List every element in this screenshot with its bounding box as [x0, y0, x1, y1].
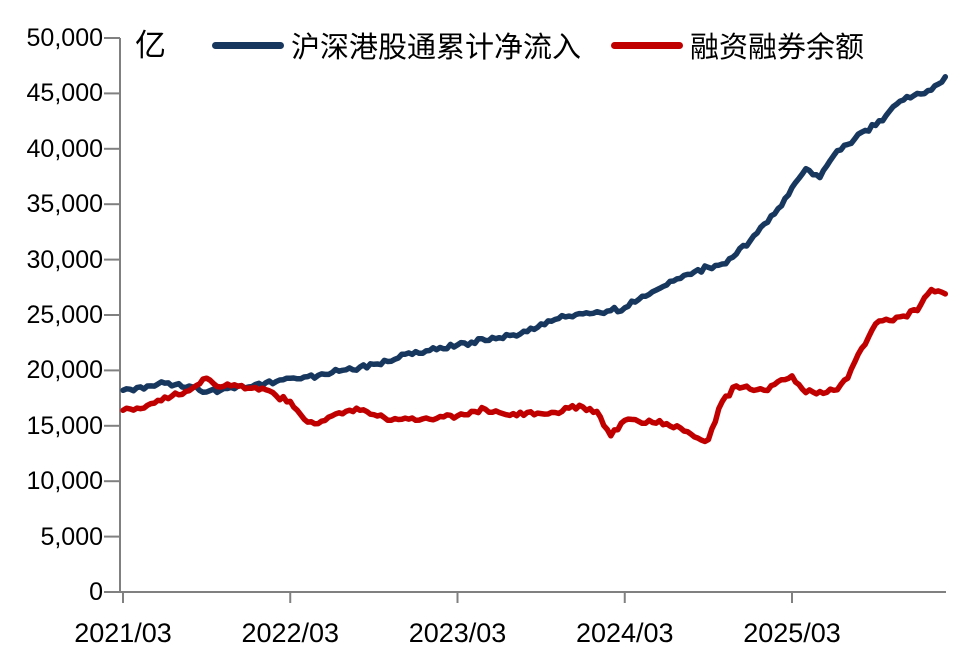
- y-axis-tick-label: 5,000: [40, 522, 103, 551]
- legend-label: 融资融券余额: [690, 32, 865, 64]
- y-axis-tick-label: 45,000: [26, 79, 103, 108]
- y-axis-tick-label: 10,000: [26, 467, 103, 496]
- y-axis-tick-label: 40,000: [26, 134, 103, 163]
- series-line-0: [120, 74, 949, 396]
- y-axis-unit-label: 亿: [135, 28, 167, 63]
- y-axis-tick-label: 30,000: [26, 245, 103, 274]
- legend: 沪深港股通累计净流入 融资融券余额: [212, 24, 864, 66]
- x-axis-tick-label: 2025/03: [743, 618, 841, 648]
- y-axis-tick-label: 25,000: [26, 301, 103, 329]
- y-axis-tick-label: 35,000: [26, 190, 103, 219]
- legend-item-stock-connect: 沪深港股通累计净流入: [212, 24, 581, 66]
- legend-label: 沪深港股通累计净流入: [291, 32, 582, 64]
- y-axis-tick-label: 0: [89, 578, 103, 606]
- y-axis-tick-label: 15,000: [26, 411, 103, 440]
- x-axis-tick-label: 2022/03: [241, 618, 340, 648]
- series-line-1: [120, 286, 949, 445]
- x-axis-tick-label: 2023/03: [408, 618, 507, 648]
- legend-line-marker-red: [611, 41, 684, 49]
- legend-line-marker-blue: [212, 41, 284, 49]
- y-axis-tick-label: 50,000: [26, 24, 103, 52]
- x-axis-tick-label: 2024/03: [575, 618, 674, 648]
- legend-item-margin-balance: 融资融券余额: [611, 24, 864, 66]
- x-axis-tick-label: 2021/03: [74, 618, 172, 648]
- y-axis-tick-label: 20,000: [26, 356, 103, 385]
